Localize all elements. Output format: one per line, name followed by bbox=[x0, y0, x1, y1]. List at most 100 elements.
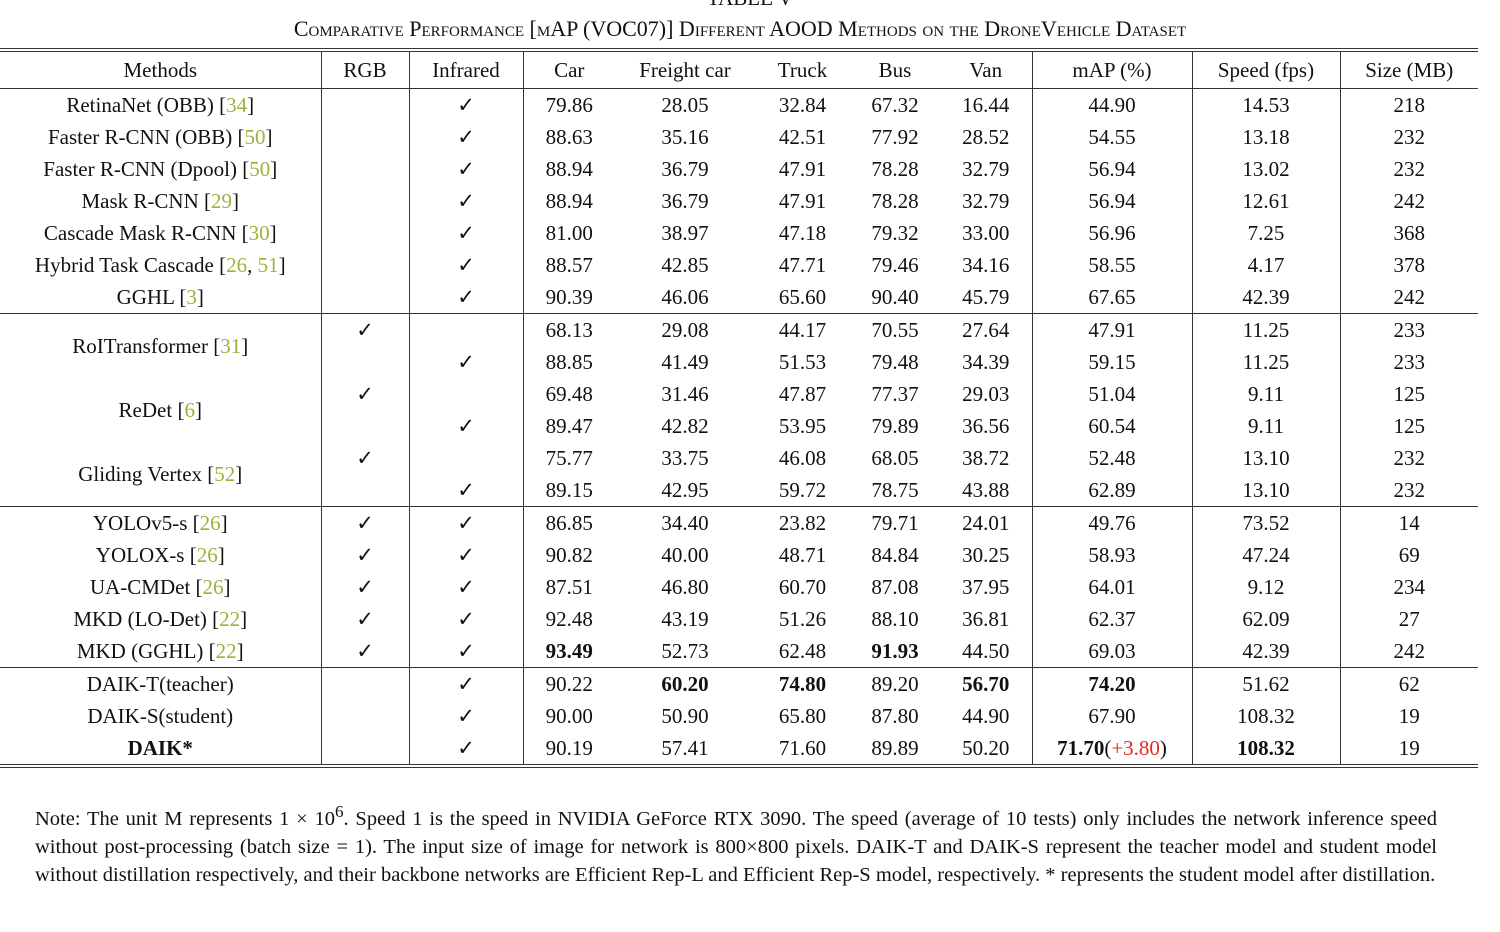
value-cell: 87.51 bbox=[545, 574, 593, 599]
value-cell: 62 bbox=[1340, 667, 1478, 700]
value-cell: 89.20 bbox=[850, 667, 940, 700]
value-cell bbox=[321, 121, 410, 153]
value-cell: 9.11 bbox=[1192, 410, 1341, 442]
value-cell: 53.95 bbox=[778, 413, 827, 438]
value-cell: 232 bbox=[1393, 124, 1426, 149]
value-cell: 73.52 bbox=[1192, 506, 1341, 539]
table-label: TABLE V bbox=[0, 0, 1500, 11]
value-cell: 70.55 bbox=[850, 313, 940, 346]
value-cell: ✓ bbox=[409, 88, 524, 121]
value-cell: 54.55 bbox=[1032, 121, 1193, 153]
method-cell: ReDet [6] bbox=[0, 378, 322, 442]
value-cell: 92.48 bbox=[545, 606, 593, 631]
value-cell: 91.93 bbox=[871, 638, 919, 663]
value-cell: 69 bbox=[1398, 542, 1420, 567]
value-cell: 368 bbox=[1393, 220, 1426, 245]
value-cell: 90.40 bbox=[871, 284, 919, 309]
value-cell: 52.73 bbox=[661, 638, 709, 663]
value-cell: 56.94 bbox=[1032, 185, 1193, 217]
column-header: mAP (%) bbox=[1032, 50, 1193, 89]
value-cell: 38.72 bbox=[940, 442, 1033, 474]
method-cell: Gliding Vertex [52] bbox=[0, 442, 322, 507]
column-header: Infrared bbox=[409, 50, 524, 89]
value-cell: 28.05 bbox=[661, 92, 709, 117]
value-cell: ✓ bbox=[409, 700, 524, 732]
value-cell: 88.10 bbox=[871, 606, 919, 631]
value-cell: 7.25 bbox=[1192, 217, 1341, 249]
value-cell: 34.16 bbox=[940, 249, 1033, 281]
value-cell: 28.52 bbox=[940, 121, 1033, 153]
value-cell: 36.79 bbox=[661, 188, 709, 213]
value-cell: 87.08 bbox=[871, 574, 919, 599]
column-header: Freight car bbox=[615, 50, 755, 89]
value-cell: 60.20 bbox=[615, 667, 755, 700]
table-row: Mask R-CNN [29] ✓ 88.94 36.79 47.91 78.28 32.7… bbox=[0, 185, 1478, 217]
value-cell: ✓ bbox=[321, 603, 410, 635]
value-cell: ✓ bbox=[409, 506, 524, 539]
table-row: RetinaNet (OBB) [34] ✓ 79.86 28.05 32.84 67.3… bbox=[0, 88, 1478, 121]
value-cell: 36.56 bbox=[940, 410, 1033, 442]
value-cell: 46.80 bbox=[661, 574, 709, 599]
table-row: GGHL [3] ✓ 90.39 46.06 65.60 90.40 45.79 67.65 4… bbox=[0, 281, 1478, 314]
value-cell: 74.20 bbox=[1032, 667, 1193, 700]
value-cell: 108.32 bbox=[1192, 732, 1341, 766]
value-cell: 79.71 bbox=[850, 506, 940, 539]
value-cell: 47.24 bbox=[1192, 539, 1341, 571]
value-cell: 23.82 bbox=[755, 506, 850, 539]
table-body: RetinaNet (OBB) [34] ✓ 79.86 28.05 32.84 67.3… bbox=[0, 88, 1478, 766]
value-cell: 13.10 bbox=[1192, 474, 1341, 507]
value-cell: 68.13 bbox=[523, 313, 615, 346]
value-cell: 40.00 bbox=[661, 542, 709, 567]
value-cell: 51.53 bbox=[778, 349, 827, 374]
value-cell: ✓ bbox=[409, 603, 524, 635]
value-cell: 242 bbox=[1393, 284, 1426, 309]
method-cell: GGHL [3] bbox=[0, 281, 322, 314]
value-cell: 50.90 bbox=[661, 703, 709, 728]
value-cell: ✓ bbox=[409, 667, 524, 700]
method-cell: MKD (LO-Det) [22] bbox=[0, 603, 322, 635]
value-cell: 60.70 bbox=[778, 574, 827, 599]
value-cell: 46.08 bbox=[778, 445, 827, 470]
value-cell: 90.39 bbox=[545, 284, 593, 309]
value-cell bbox=[321, 700, 410, 732]
value-cell: 36.81 bbox=[940, 603, 1033, 635]
value-cell: 56.96 bbox=[1032, 217, 1193, 249]
value-cell: 88.94 bbox=[545, 156, 593, 181]
table-row: Faster R-CNN (Dpool) [50] ✓ 88.94 36.79 47.9… bbox=[0, 153, 1478, 185]
table-row: ✓ 88.85 41.49 51.53 79.48 34.39 59.15 11.25 233 bbox=[0, 346, 1478, 378]
table-row: YOLOX-s [26] ✓ ✓ 90.82 40.00 48.71 84.84 30.25 5… bbox=[0, 539, 1478, 571]
value-cell: ✓ bbox=[409, 732, 524, 766]
value-cell: 13.10 bbox=[1192, 442, 1341, 474]
value-cell bbox=[321, 249, 410, 281]
value-cell: 78.28 bbox=[871, 156, 919, 181]
value-cell: 89.15 bbox=[545, 477, 593, 502]
value-cell bbox=[321, 281, 410, 314]
method-cell: Faster R-CNN (OBB) [50] bbox=[0, 121, 322, 153]
value-cell: 37.95 bbox=[940, 571, 1033, 603]
table-row: UA-CMDet [26] ✓ ✓ 87.51 46.80 60.70 87.08 37.95… bbox=[0, 571, 1478, 603]
value-cell: 4.17 bbox=[1192, 249, 1341, 281]
value-cell: 9.11 bbox=[1192, 378, 1341, 410]
method-cell: Hybrid Task Cascade [26, 51] bbox=[0, 249, 322, 281]
table-row: DAIK-T(teacher) ✓ 90.22 60.20 74.80 89.20 56.7… bbox=[0, 667, 1478, 700]
value-cell: 12.61 bbox=[1192, 185, 1341, 217]
value-cell: ✓ bbox=[321, 571, 410, 603]
value-cell: 77.92 bbox=[871, 124, 919, 149]
value-cell: 88.57 bbox=[545, 252, 593, 277]
value-cell: 218 bbox=[1393, 92, 1426, 117]
value-cell: 47.87 bbox=[778, 381, 827, 406]
value-cell: ✓ bbox=[409, 153, 524, 185]
value-cell bbox=[321, 732, 410, 766]
method-cell: RoITransformer [31] bbox=[0, 313, 322, 378]
value-cell: 233 bbox=[1393, 349, 1426, 374]
table-row: Hybrid Task Cascade [26, 51] ✓ 88.57 42.85 4… bbox=[0, 249, 1478, 281]
value-cell: 34.39 bbox=[940, 346, 1033, 378]
value-cell: 78.28 bbox=[871, 188, 919, 213]
value-cell: 79.86 bbox=[545, 92, 593, 117]
table-row: ReDet [6] ✓ 69.48 31.46 47.87 77.37 29.03 51.04… bbox=[0, 378, 1478, 442]
value-cell: 14 bbox=[1340, 506, 1478, 539]
value-cell: 62.89 bbox=[1032, 474, 1193, 507]
value-cell: 232 bbox=[1393, 477, 1426, 502]
value-cell: ✓ bbox=[321, 313, 410, 346]
